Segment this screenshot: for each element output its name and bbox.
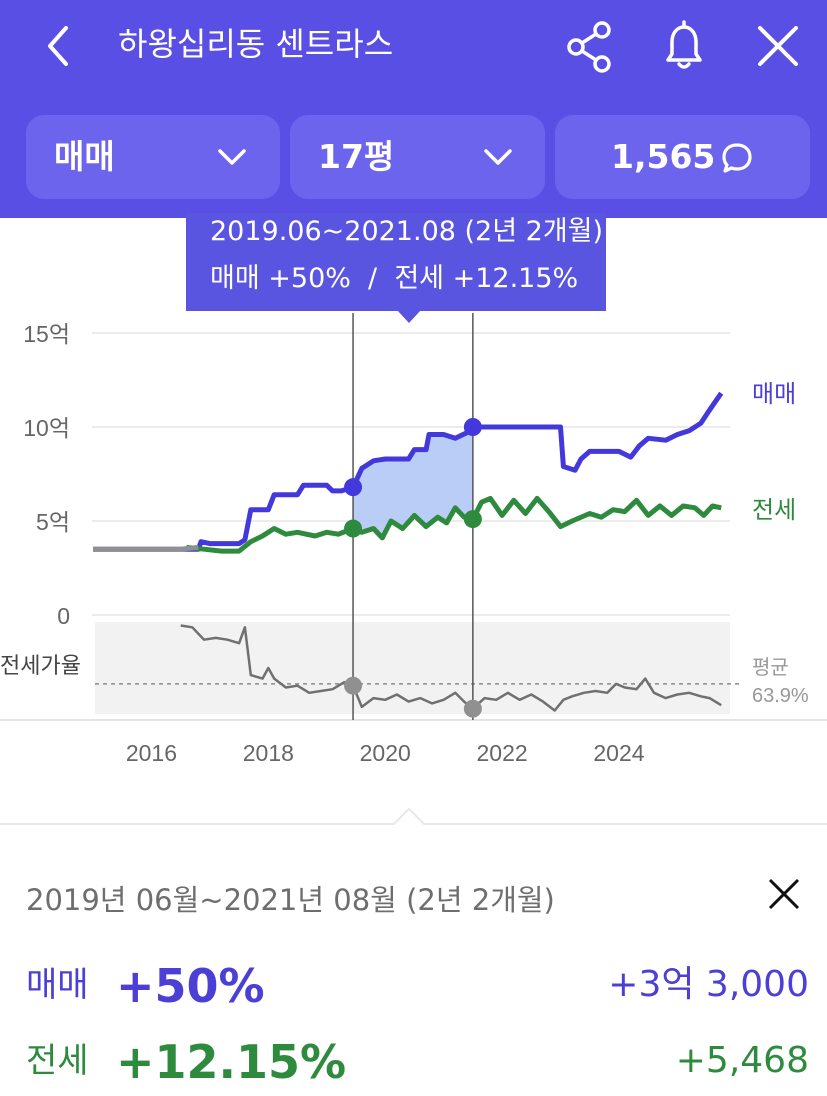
deal-type-label: 매매 — [54, 137, 115, 176]
jeonse-label: 전세 — [26, 1041, 89, 1081]
comment-count: 1,565 — [611, 137, 716, 176]
sale-label: 매매 — [26, 965, 89, 1005]
app-header: 하왕십리동 센트라스 매매 17평 1,565 — [0, 0, 827, 218]
chevron-down-icon — [218, 149, 246, 165]
sale-percent: +50% — [116, 959, 265, 1013]
size-label: 17평 — [318, 137, 395, 176]
x-tick-label: 2020 — [360, 740, 411, 766]
sale-amount: +3억 3,000 — [608, 964, 809, 1005]
y-tick-label: 15억 — [23, 321, 70, 347]
back-icon[interactable] — [30, 18, 86, 74]
page-title: 하왕십리동 센트라스 — [118, 25, 394, 63]
ratio-average-label: 평균 — [752, 656, 789, 679]
deal-type-dropdown[interactable]: 매매 — [26, 115, 280, 199]
jeonse-amount: +5,468 — [675, 1040, 809, 1081]
ratio-marker — [344, 676, 363, 695]
detail-period: 2019년 06월~2021년 08월 (2년 2개월) — [26, 883, 555, 917]
ratio-average-value: 63.9% — [752, 685, 809, 707]
jeonse-marker — [344, 519, 363, 538]
sale-series-label: 매매 — [752, 381, 796, 408]
jeonse-price-line — [186, 495, 722, 554]
y-tick-label: 0 — [57, 603, 70, 629]
price-chart[interactable]: 15억 10억 5억 0 2016 2018 2020 2022 2024 매매 전세 전세가… — [0, 218, 827, 778]
ratio-label: 전세가율 — [0, 653, 81, 678]
comment-icon — [722, 143, 752, 173]
comments-button[interactable]: 1,565 — [555, 115, 810, 199]
close-icon[interactable] — [750, 18, 806, 74]
chevron-down-icon — [484, 149, 512, 165]
sale-marker — [344, 478, 363, 497]
divider-notch — [393, 807, 425, 839]
selection-fill-area — [353, 427, 473, 538]
pre-data-line — [93, 544, 199, 552]
size-dropdown[interactable]: 17평 — [290, 115, 545, 199]
y-tick-label: 10억 — [23, 415, 70, 441]
share-icon[interactable] — [561, 18, 617, 74]
close-detail-icon[interactable] — [764, 874, 804, 914]
tooltip-arrow — [397, 310, 421, 323]
period-tooltip: 2019.06~2021.08 (2년 2개월) 매매 +50% / 전세 +1… — [186, 213, 606, 311]
jeonse-marker — [463, 510, 482, 529]
y-axis-labels: 15억 10억 5억 0 — [23, 321, 70, 629]
jeonse-percent: +12.15% — [116, 1035, 347, 1089]
jeonse-ratio-line — [180, 624, 722, 712]
sale-price-line — [93, 391, 724, 552]
bell-icon[interactable] — [656, 18, 712, 74]
tooltip-period: 2019.06~2021.08 (2년 2개월) — [210, 216, 604, 247]
jeonse-series-label: 전세 — [752, 497, 796, 524]
y-tick-label: 5억 — [36, 509, 70, 535]
x-axis-labels: 2016 2018 2020 2022 2024 — [126, 740, 645, 766]
x-tick-label: 2018 — [243, 740, 294, 766]
sale-marker — [463, 418, 482, 436]
ratio-marker — [463, 699, 482, 718]
x-tick-label: 2022 — [476, 740, 527, 766]
x-tick-label: 2024 — [593, 740, 644, 766]
tooltip-summary: 매매 +50% / 전세 +12.15% — [210, 263, 579, 294]
x-tick-label: 2016 — [126, 740, 177, 766]
selection-markers — [344, 418, 482, 718]
